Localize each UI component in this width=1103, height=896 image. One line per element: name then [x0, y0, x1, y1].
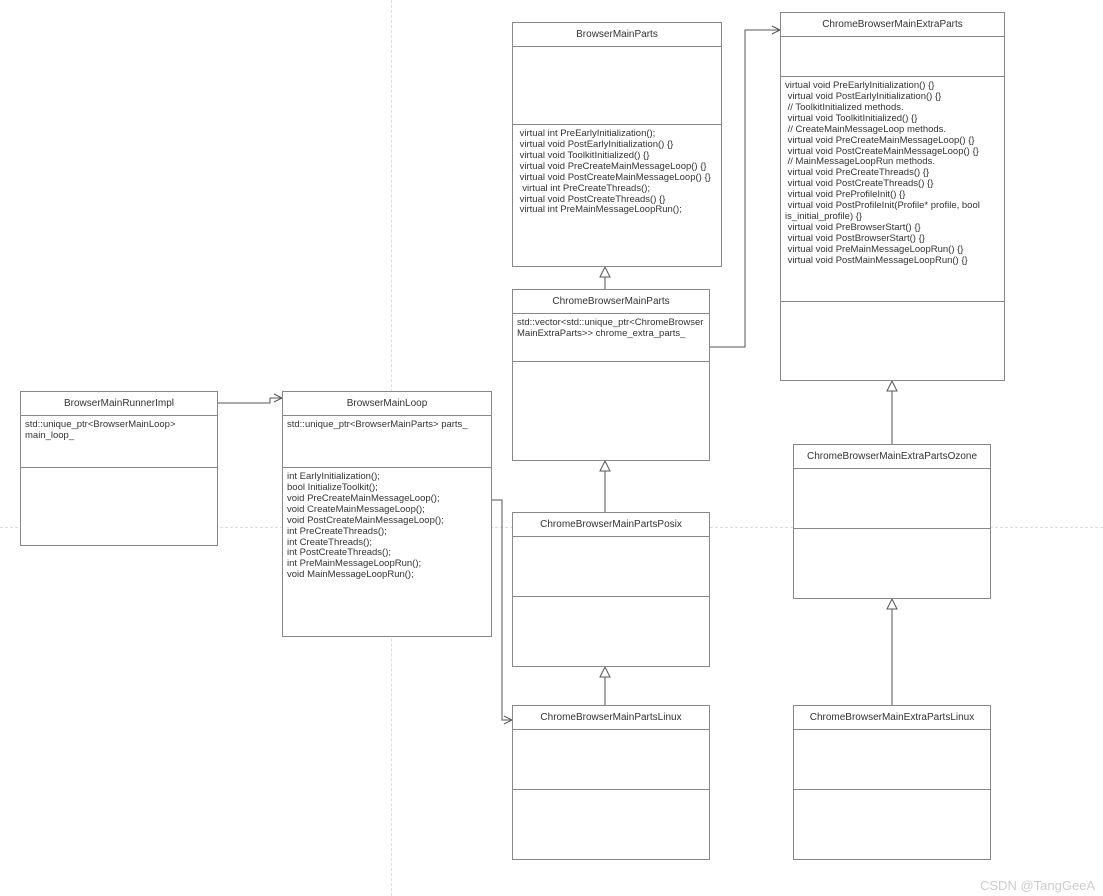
- uml-member-line: int PreCreateThreads();: [287, 527, 487, 538]
- uml-operations: [794, 790, 990, 861]
- uml-class-title: ChromeBrowserMainParts: [513, 290, 709, 314]
- uml-member-line: virtual void PreCreateMainMessageLoop() …: [785, 136, 1000, 147]
- uml-attributes: std::unique_ptr<BrowserMainParts> parts_: [283, 416, 491, 468]
- uml-class-ChromeBrowserMainExtraPartsLinux: ChromeBrowserMainExtraPartsLinux: [793, 705, 991, 860]
- uml-attributes: [513, 730, 709, 790]
- uml-class-title: ChromeBrowserMainPartsPosix: [513, 513, 709, 537]
- uml-member-line: std::vector<std::unique_ptr<ChromeBrowse…: [517, 318, 705, 340]
- uml-class-title: BrowserMainRunnerImpl: [21, 392, 217, 416]
- uml-attributes: [794, 730, 990, 790]
- uml-class-title: ChromeBrowserMainExtraParts: [781, 13, 1004, 37]
- uml-operations: [513, 597, 709, 668]
- uml-class-BrowserMainLoop: BrowserMainLoopstd::unique_ptr<BrowserMa…: [282, 391, 492, 637]
- uml-operations: [21, 468, 217, 547]
- uml-class-ChromeBrowserMainExtraPartsOzone: ChromeBrowserMainExtraPartsOzone: [793, 444, 991, 599]
- uml-member-line: virtual int PreMainMessageLoopRun();: [517, 205, 717, 216]
- edge-loop-to-parts: [492, 500, 512, 720]
- uml-operations: virtual int PreEarlyInitialization(); vi…: [513, 125, 721, 268]
- uml-member-line: void PostCreateMainMessageLoop();: [287, 516, 487, 527]
- uml-member-line: std::unique_ptr<BrowserMainParts> parts_: [287, 420, 487, 431]
- uml-class-title: BrowserMainLoop: [283, 392, 491, 416]
- uml-class-title: ChromeBrowserMainExtraPartsLinux: [794, 706, 990, 730]
- uml-class-ChromeBrowserMainPartsPosix: ChromeBrowserMainPartsPosix: [512, 512, 710, 667]
- uml-member-line: virtual void PostCreateMainMessageLoop()…: [517, 173, 717, 184]
- uml-class-BrowserMainRunnerImpl: BrowserMainRunnerImplstd::unique_ptr<Bro…: [20, 391, 218, 546]
- uml-attributes: [513, 47, 721, 125]
- uml-attributes: [781, 37, 1004, 77]
- uml-member-line: void MainMessageLoopRun();: [287, 570, 487, 581]
- uml-member-line: // CreateMainMessageLoop methods.: [785, 125, 1000, 136]
- uml-operations: [513, 790, 709, 861]
- uml-member-line: virtual void PostProfileInit(Profile* pr…: [785, 201, 1000, 223]
- uml-class-title: ChromeBrowserMainExtraPartsOzone: [794, 445, 990, 469]
- uml-class-ChromeBrowserMainExtraParts: ChromeBrowserMainExtraParts virtual void …: [780, 12, 1005, 381]
- uml-member-line: std::unique_ptr<BrowserMainLoop> main_lo…: [25, 420, 213, 442]
- uml-member-line: virtual void PostMainMessageLoopRun() {}: [785, 256, 1000, 267]
- uml-attributes: std::unique_ptr<BrowserMainLoop> main_lo…: [21, 416, 217, 468]
- uml-class-BrowserMainParts: BrowserMainParts virtual int PreEarlyIni…: [512, 22, 722, 267]
- uml-attributes: [794, 469, 990, 529]
- uml-member-line: virtual int PreCreateThreads();: [517, 184, 717, 195]
- uml-attributes: std::vector<std::unique_ptr<ChromeBrowse…: [513, 314, 709, 362]
- diagram-canvas: BrowserMainRunnerImplstd::unique_ptr<Bro…: [0, 0, 1103, 896]
- uml-class-title: ChromeBrowserMainPartsLinux: [513, 706, 709, 730]
- uml-operations: virtual void PreEarlyInitialization() {}…: [781, 77, 1004, 302]
- edge-runner-to-loop: [218, 398, 282, 403]
- uml-class-title: BrowserMainParts: [513, 23, 721, 47]
- uml-operations: [794, 529, 990, 600]
- watermark: CSDN @TangGeeA: [980, 878, 1095, 893]
- uml-class-ChromeBrowserMainParts: ChromeBrowserMainPartsstd::vector<std::u…: [512, 289, 710, 461]
- uml-class-ChromeBrowserMainPartsLinux: ChromeBrowserMainPartsLinux: [512, 705, 710, 860]
- uml-attributes: [513, 537, 709, 597]
- uml-operations: [781, 302, 1004, 382]
- uml-operations: int EarlyInitialization();bool Initializ…: [283, 468, 491, 638]
- uml-operations: [513, 362, 709, 462]
